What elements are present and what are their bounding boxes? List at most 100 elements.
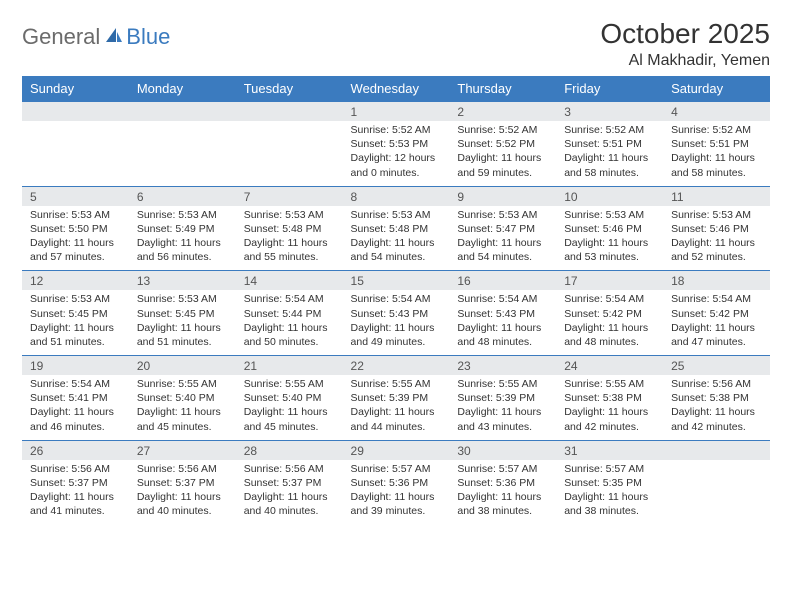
day-number: 2 [449,102,556,122]
weekday-header: Friday [556,76,663,102]
day-cell [22,121,129,186]
sunset-text: Sunset: 5:46 PM [671,222,762,236]
day-number: 1 [343,102,450,122]
sunset-text: Sunset: 5:48 PM [351,222,442,236]
day-cell: Sunrise: 5:53 AMSunset: 5:46 PMDaylight:… [663,206,770,271]
day-cell [663,460,770,525]
day-number: 31 [556,440,663,460]
title-block: October 2025 Al Makhadir, Yemen [600,18,770,70]
day-number [22,102,129,122]
day-cell: Sunrise: 5:57 AMSunset: 5:35 PMDaylight:… [556,460,663,525]
sunrise-text: Sunrise: 5:54 AM [351,292,442,306]
sunset-text: Sunset: 5:45 PM [137,307,228,321]
daylight-text: Daylight: 11 hours and 50 minutes. [244,321,335,349]
daylight-text: Daylight: 11 hours and 45 minutes. [137,405,228,433]
day-number: 5 [22,186,129,206]
sunset-text: Sunset: 5:42 PM [671,307,762,321]
day-number [236,102,343,122]
sunset-text: Sunset: 5:41 PM [30,391,121,405]
sunrise-text: Sunrise: 5:55 AM [244,377,335,391]
brand-part1: General [22,24,100,50]
day-number: 4 [663,102,770,122]
day-cell: Sunrise: 5:53 AMSunset: 5:46 PMDaylight:… [556,206,663,271]
daylight-text: Daylight: 12 hours and 0 minutes. [351,151,442,179]
page-title: October 2025 [600,18,770,50]
sunset-text: Sunset: 5:45 PM [30,307,121,321]
sunrise-text: Sunrise: 5:56 AM [671,377,762,391]
day-cell: Sunrise: 5:57 AMSunset: 5:36 PMDaylight:… [449,460,556,525]
daylight-text: Daylight: 11 hours and 54 minutes. [457,236,548,264]
sunset-text: Sunset: 5:46 PM [564,222,655,236]
sunset-text: Sunset: 5:40 PM [244,391,335,405]
daylight-text: Daylight: 11 hours and 38 minutes. [457,490,548,518]
day-cell: Sunrise: 5:56 AMSunset: 5:37 PMDaylight:… [22,460,129,525]
daylight-text: Daylight: 11 hours and 48 minutes. [457,321,548,349]
day-cell [129,121,236,186]
day-number: 22 [343,356,450,376]
day-number: 6 [129,186,236,206]
day-number: 17 [556,271,663,291]
daylight-text: Daylight: 11 hours and 53 minutes. [564,236,655,264]
daylight-text: Daylight: 11 hours and 47 minutes. [671,321,762,349]
day-cell [236,121,343,186]
daylight-text: Daylight: 11 hours and 58 minutes. [671,151,762,179]
daylight-text: Daylight: 11 hours and 58 minutes. [564,151,655,179]
sunset-text: Sunset: 5:47 PM [457,222,548,236]
day-cell: Sunrise: 5:56 AMSunset: 5:37 PMDaylight:… [129,460,236,525]
weekday-header-row: Sunday Monday Tuesday Wednesday Thursday… [22,76,770,102]
day-cell: Sunrise: 5:55 AMSunset: 5:39 PMDaylight:… [449,375,556,440]
weekday-header: Tuesday [236,76,343,102]
sunrise-text: Sunrise: 5:53 AM [137,208,228,222]
sunrise-text: Sunrise: 5:53 AM [351,208,442,222]
day-number: 12 [22,271,129,291]
day-cell: Sunrise: 5:53 AMSunset: 5:47 PMDaylight:… [449,206,556,271]
daylight-text: Daylight: 11 hours and 38 minutes. [564,490,655,518]
sunrise-text: Sunrise: 5:53 AM [244,208,335,222]
daylight-text: Daylight: 11 hours and 43 minutes. [457,405,548,433]
sunset-text: Sunset: 5:43 PM [457,307,548,321]
sunrise-text: Sunrise: 5:53 AM [671,208,762,222]
sunrise-text: Sunrise: 5:53 AM [564,208,655,222]
sunrise-text: Sunrise: 5:56 AM [244,462,335,476]
day-cell: Sunrise: 5:55 AMSunset: 5:40 PMDaylight:… [129,375,236,440]
daylight-text: Daylight: 11 hours and 41 minutes. [30,490,121,518]
location-label: Al Makhadir, Yemen [600,52,770,70]
daylight-text: Daylight: 11 hours and 48 minutes. [564,321,655,349]
daylight-text: Daylight: 11 hours and 51 minutes. [30,321,121,349]
sunrise-text: Sunrise: 5:54 AM [457,292,548,306]
sunset-text: Sunset: 5:43 PM [351,307,442,321]
day-cell: Sunrise: 5:53 AMSunset: 5:45 PMDaylight:… [22,290,129,355]
day-number: 13 [129,271,236,291]
sunrise-text: Sunrise: 5:56 AM [137,462,228,476]
day-cell: Sunrise: 5:54 AMSunset: 5:43 PMDaylight:… [343,290,450,355]
day-number: 25 [663,356,770,376]
sunset-text: Sunset: 5:37 PM [137,476,228,490]
day-number: 30 [449,440,556,460]
day-number: 28 [236,440,343,460]
sunset-text: Sunset: 5:42 PM [564,307,655,321]
sunrise-text: Sunrise: 5:57 AM [457,462,548,476]
day-number-row: 567891011 [22,186,770,206]
day-number: 29 [343,440,450,460]
sunset-text: Sunset: 5:50 PM [30,222,121,236]
sunset-text: Sunset: 5:37 PM [30,476,121,490]
day-info-row: Sunrise: 5:52 AMSunset: 5:53 PMDaylight:… [22,121,770,186]
day-cell: Sunrise: 5:55 AMSunset: 5:38 PMDaylight:… [556,375,663,440]
day-cell: Sunrise: 5:53 AMSunset: 5:48 PMDaylight:… [343,206,450,271]
weekday-header: Monday [129,76,236,102]
day-number-row: 12131415161718 [22,271,770,291]
daylight-text: Daylight: 11 hours and 44 minutes. [351,405,442,433]
sunrise-text: Sunrise: 5:55 AM [564,377,655,391]
day-number: 14 [236,271,343,291]
sunrise-text: Sunrise: 5:55 AM [457,377,548,391]
sunset-text: Sunset: 5:36 PM [351,476,442,490]
day-number: 16 [449,271,556,291]
brand-part2: Blue [126,24,170,50]
daylight-text: Daylight: 11 hours and 59 minutes. [457,151,548,179]
daylight-text: Daylight: 11 hours and 45 minutes. [244,405,335,433]
daylight-text: Daylight: 11 hours and 54 minutes. [351,236,442,264]
sunrise-text: Sunrise: 5:52 AM [351,123,442,137]
sunset-text: Sunset: 5:51 PM [671,137,762,151]
sunrise-text: Sunrise: 5:54 AM [564,292,655,306]
day-number-row: 1234 [22,102,770,122]
